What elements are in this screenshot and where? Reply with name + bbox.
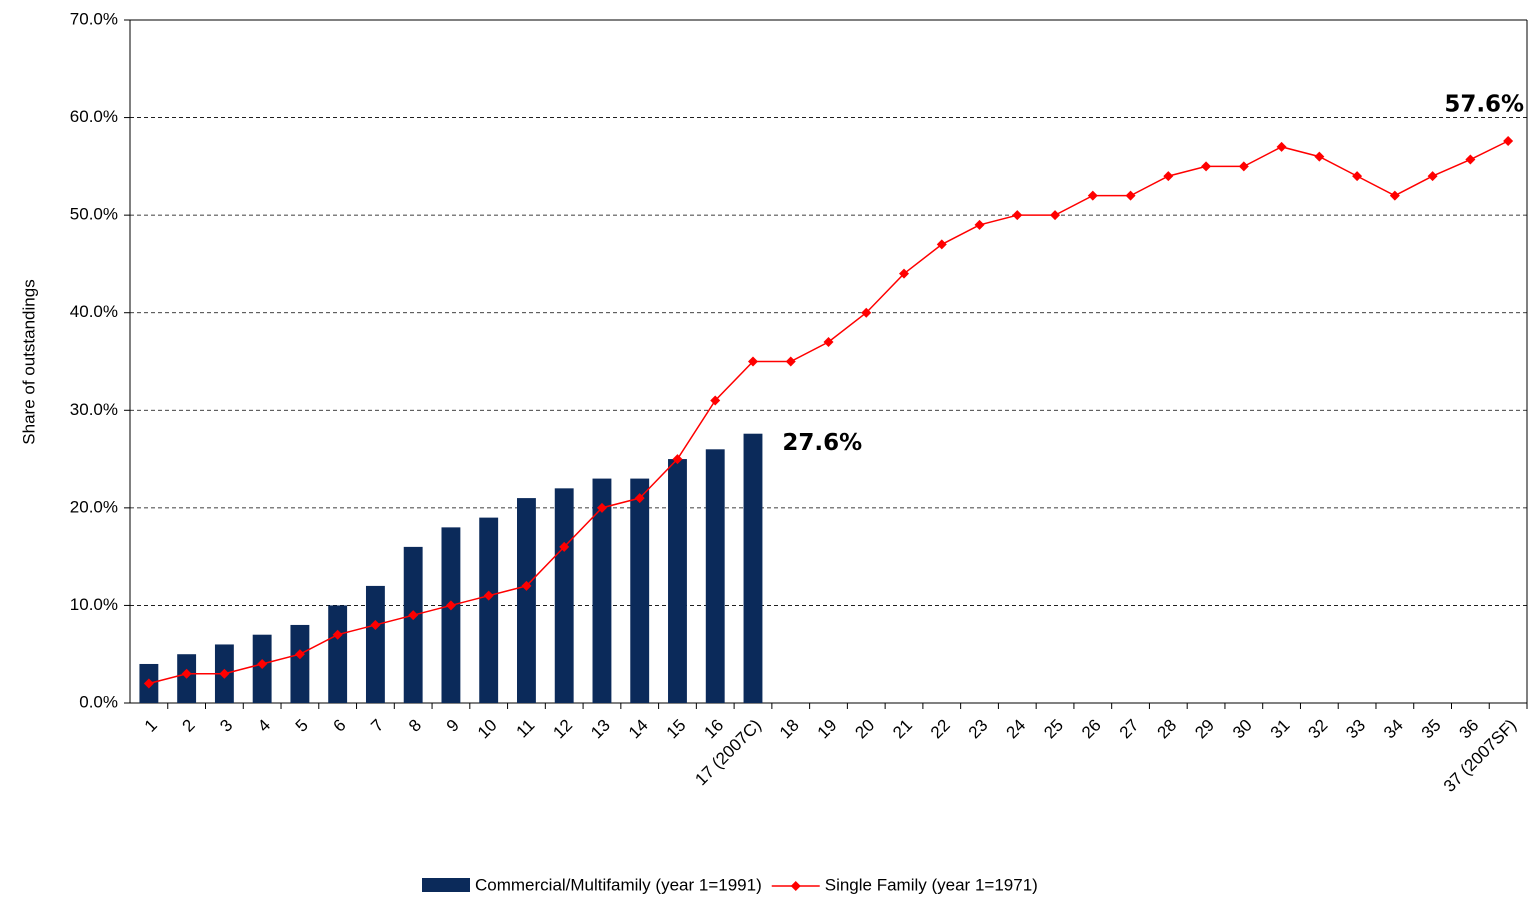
marker xyxy=(1427,171,1438,182)
marker xyxy=(823,336,834,347)
marker xyxy=(294,649,305,660)
marker xyxy=(1238,161,1249,172)
marker xyxy=(936,239,947,250)
y-tick-label: 0.0% xyxy=(79,692,118,711)
marker xyxy=(747,356,758,367)
marker xyxy=(1352,171,1363,182)
data-label: 27.6% xyxy=(782,430,862,456)
y-tick-label: 60.0% xyxy=(70,107,118,126)
marker xyxy=(483,590,494,601)
data-label: 57.6% xyxy=(1444,91,1524,117)
y-tick-label: 20.0% xyxy=(70,497,118,516)
legend-label: Commercial/Multifamily (year 1=1991) xyxy=(475,875,762,894)
marker xyxy=(1276,141,1287,152)
y-axis-title: Share of outstandings xyxy=(19,279,38,444)
bar xyxy=(365,585,385,703)
bar xyxy=(668,459,687,703)
marker xyxy=(1465,154,1476,165)
marker xyxy=(1050,210,1061,221)
legend-box xyxy=(412,863,1244,897)
bar xyxy=(743,433,763,703)
y-tick-label: 10.0% xyxy=(70,595,118,614)
marker xyxy=(1314,151,1325,162)
marker xyxy=(1503,135,1514,146)
marker xyxy=(143,678,154,689)
marker xyxy=(1012,210,1023,221)
bar xyxy=(554,488,574,703)
y-tick-label: 50.0% xyxy=(70,205,118,224)
legend: Commercial/Multifamily (year 1=1991) Sing… xyxy=(412,863,1244,897)
bar xyxy=(517,498,536,703)
marker xyxy=(899,268,910,279)
bar xyxy=(290,624,310,703)
marker xyxy=(181,668,192,679)
marker xyxy=(596,502,607,513)
marker xyxy=(861,307,872,318)
marker xyxy=(785,356,796,367)
marker xyxy=(974,219,985,230)
marker xyxy=(332,629,343,640)
bar xyxy=(403,546,423,703)
legend-swatch xyxy=(422,878,470,892)
bar xyxy=(705,449,725,703)
bar xyxy=(479,517,499,703)
legend-marker xyxy=(790,881,801,891)
bar xyxy=(630,478,650,703)
marker xyxy=(559,541,570,552)
bar xyxy=(441,527,461,703)
marker xyxy=(634,493,645,504)
marker xyxy=(521,580,532,591)
marker xyxy=(257,658,268,669)
marker xyxy=(370,619,381,630)
y-tick-label: 30.0% xyxy=(70,400,118,419)
marker xyxy=(672,454,683,465)
marker xyxy=(1125,190,1136,201)
marker xyxy=(1087,190,1098,201)
marker xyxy=(445,600,456,611)
marker xyxy=(219,668,230,679)
y-tick-label: 70.0% xyxy=(70,9,118,28)
legend-label: Single Family (year 1=1971) xyxy=(825,875,1038,894)
marker xyxy=(408,610,419,621)
bar xyxy=(328,605,348,703)
marker xyxy=(1389,190,1400,201)
marker xyxy=(1201,161,1212,172)
y-tick-label: 40.0% xyxy=(70,302,118,321)
bar xyxy=(592,478,612,703)
marker xyxy=(710,395,721,406)
marker xyxy=(1163,171,1174,182)
